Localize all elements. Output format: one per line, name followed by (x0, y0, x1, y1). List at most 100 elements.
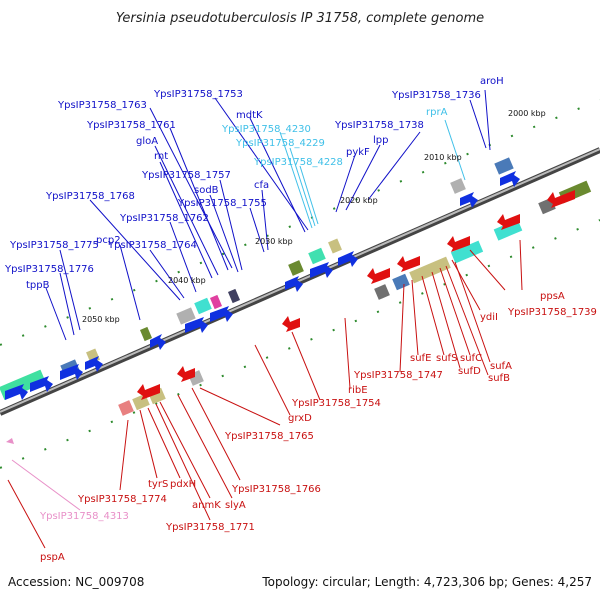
leader-line (45, 287, 67, 341)
tick-label: 2020 kbp (340, 196, 378, 205)
rna-label: rprA (426, 107, 448, 118)
tick-label: 2000 kbp (508, 109, 546, 118)
gene-label: anmK (192, 500, 221, 511)
gene-label: ydiI (480, 312, 498, 323)
leader-line (149, 249, 185, 299)
reverse-gene-arrow (282, 316, 300, 332)
leader-line (154, 145, 219, 276)
gene-label: sufS (436, 353, 457, 364)
rna-labels: rprA YpsIP31758_4230 YpsIP31758_4229 Yps… (221, 107, 448, 168)
leader-line (445, 265, 489, 376)
cds-block (450, 178, 466, 194)
leader-line (344, 317, 351, 389)
reverse-leader-lines (7, 239, 523, 549)
forward-gene-arrow (460, 192, 478, 208)
leader-line (199, 387, 281, 426)
gene-label: YpsIP31758_1763 (57, 100, 147, 111)
cds-block (392, 273, 410, 291)
gene-label: pcp2 (96, 235, 121, 246)
gene-label: YpsIP31758_1771 (165, 522, 255, 533)
reverse-gene-arrow (497, 214, 520, 230)
pseudo-label: YpsIP31758_4313 (39, 511, 129, 522)
gene-label: mdtK (236, 110, 263, 121)
gene-label: YpsIP31758_1754 (291, 398, 381, 409)
reverse-gene-arrow (137, 384, 160, 400)
reverse-gene-arrow (547, 190, 575, 208)
forward-gene-arrow (500, 171, 520, 187)
gene-label: grxD (288, 413, 312, 424)
leader-line (261, 189, 269, 251)
leader-line (254, 344, 291, 416)
cds-block (139, 326, 153, 342)
gene-label: cfa (254, 180, 269, 191)
rna-label: YpsIP31758_4228 (253, 157, 343, 168)
leader-line (209, 194, 239, 273)
leader-line (59, 272, 75, 336)
gene-label: slyA (225, 500, 246, 511)
leader-line (469, 99, 487, 149)
cds-block (176, 307, 196, 325)
leader-line (119, 244, 141, 321)
gene-label: YpsIP31758_1739 (507, 307, 597, 318)
leader-line (399, 283, 405, 373)
gene-label: tppB (26, 280, 50, 291)
cds-block (328, 238, 342, 254)
leader-line (249, 117, 306, 233)
gene-label: rnt (154, 151, 168, 162)
leader-line (367, 131, 421, 201)
leader-line (169, 221, 197, 293)
gene-label: YpsIP31758_1736 (391, 90, 481, 101)
rna-label: YpsIP31758_4230 (221, 124, 311, 135)
leader-line (454, 261, 491, 363)
forward-gene-arrow (60, 364, 83, 380)
gene-label: YpsIP31758_1762 (119, 213, 209, 224)
leader-line (345, 144, 381, 211)
forward-gene-arrow (210, 306, 233, 322)
leader-line (335, 154, 356, 213)
leader-line (214, 97, 309, 231)
leader-line (519, 239, 523, 291)
cds-block (308, 247, 326, 265)
tick-label: 2050 kbp (82, 315, 120, 324)
leader-line (469, 249, 506, 291)
rna-leader-lines (279, 119, 466, 229)
leader-line (219, 179, 243, 271)
gene-label: gloA (136, 136, 158, 147)
gene-label: ppsA (540, 291, 565, 302)
leader-line (289, 147, 316, 227)
gene-label: YpsIP31758_1753 (153, 89, 243, 100)
gene-label: YpsIP31758_1738 (334, 120, 424, 131)
forward-gene-arrow (85, 356, 103, 372)
cds-block (209, 294, 223, 310)
leader-line (59, 249, 81, 331)
leader-line (159, 161, 213, 279)
forward-gene-arrow (338, 251, 358, 267)
leader-line (439, 267, 471, 356)
leader-line (444, 119, 466, 181)
cds-block (194, 297, 212, 315)
tick-label: 2030 kbp (255, 237, 293, 246)
leader-line (11, 459, 81, 511)
cds-block (374, 284, 390, 300)
leader-line (147, 407, 181, 479)
reverse-genes (137, 190, 575, 400)
gene-label: pspA (40, 552, 65, 563)
reverse-gene-arrow (177, 366, 195, 382)
leader-line (149, 107, 233, 269)
leader-line (431, 271, 461, 369)
leader-line (139, 409, 158, 479)
gene-label: sufB (488, 373, 510, 384)
gene-label: sufC (460, 353, 482, 364)
reverse-gene-arrow (397, 256, 420, 272)
gene-label: YpsIP31758_1761 (86, 120, 176, 131)
gene-label: YpsIP31758_1757 (141, 170, 231, 181)
gene-label: YpsIP31758_1776 (4, 264, 94, 275)
gene-label: aroH (480, 76, 504, 87)
leader-line (169, 127, 229, 271)
cds-block (450, 240, 484, 264)
tick-label: 2010 kbp (424, 153, 462, 162)
cds-block (494, 157, 514, 175)
tick-label: 2040 kbp (168, 276, 206, 285)
tick-labels: 2000 kbp 2010 kbp 2020 kbp 2030 kbp 2040… (82, 109, 546, 324)
